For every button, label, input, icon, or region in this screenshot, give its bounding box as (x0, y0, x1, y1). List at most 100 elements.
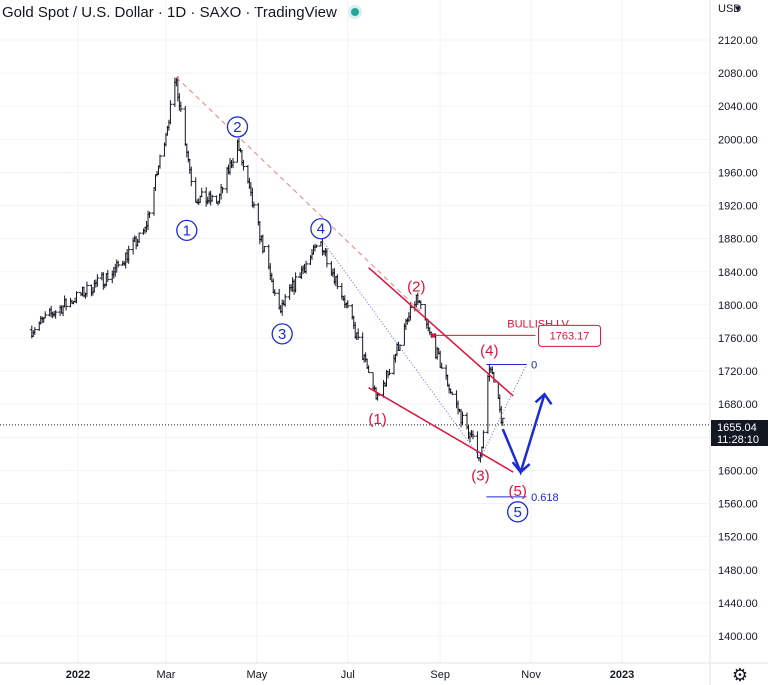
ohlc-bar (450, 391, 455, 395)
fib-0618-label: 0.618 (531, 492, 559, 504)
ohlc-bar (272, 289, 277, 296)
price-tick-label: 1600.00 (718, 465, 758, 477)
ohlc-bar (241, 159, 246, 171)
ohlc-bar (152, 187, 157, 216)
channel-line-upper (368, 267, 514, 397)
time-tick-label: 2022 (66, 669, 90, 681)
ohlc-bar (475, 431, 480, 459)
red-wave-label: (2) (407, 279, 425, 296)
ohlc-bar (470, 430, 475, 440)
ohlc-bar (314, 244, 319, 248)
wave-circle (310, 218, 332, 240)
chevron-down-icon[interactable]: ▾ (735, 3, 741, 15)
ohlc-bar (105, 269, 110, 283)
price-tick-label: 1840.00 (718, 267, 758, 279)
ohlc-bar (157, 154, 162, 169)
ohlc-bar (366, 365, 371, 374)
ohlc-bar (500, 417, 505, 427)
chart-title-bar: Gold Spot / U.S. Dollar · 1D · SAXO · Tr… (2, 2, 359, 22)
wave-circle (176, 219, 198, 242)
ohlc-bar (491, 371, 496, 383)
price-tick-label: 2000.00 (718, 134, 758, 146)
dashed-trendline (176, 76, 423, 314)
ohlc-bar (168, 100, 173, 125)
blue-wave-label: 5 (513, 504, 521, 521)
chart-title: Gold Spot / U.S. Dollar · 1D · SAXO · Tr… (2, 3, 337, 21)
fib-projection-path (320, 238, 528, 459)
ohlc-bar (137, 232, 142, 244)
bullish-level-anchor (431, 333, 436, 338)
grid-lines (0, 0, 710, 663)
ohlc-bar (220, 186, 225, 194)
ohlc-bar (251, 201, 256, 209)
price-tick-label: 1720.00 (718, 366, 758, 378)
projected-path (501, 393, 546, 476)
red-wave-label: (3) (471, 467, 489, 484)
price-tick-label: 1960.00 (718, 167, 758, 179)
red-wave-label: (1) (368, 411, 386, 428)
ohlc-bar (74, 291, 79, 304)
bullish-level-box (538, 324, 602, 347)
ohlc-bar (178, 101, 183, 113)
bar-countdown-label: 11:28:10 (717, 434, 759, 446)
red-wave-label: (5) (508, 483, 526, 500)
price-candles (29, 76, 505, 463)
ohlc-bar (95, 274, 100, 287)
ohlc-bar (345, 300, 350, 309)
blue-wave-label: 1 (183, 222, 191, 239)
price-tick-label: 2040.00 (718, 101, 758, 113)
ohlc-bar (189, 166, 194, 187)
price-tick-label: 2120.00 (718, 35, 758, 47)
time-tick-label: Jul (341, 669, 355, 681)
red-wave-label: (4) (480, 342, 498, 359)
ohlc-bar (283, 294, 288, 307)
market-status-dot (350, 8, 359, 16)
bullish-level-price: 1763.17 (550, 330, 590, 342)
ohlc-bar (397, 344, 402, 352)
channel-line-lower (368, 387, 514, 473)
blue-wave-label: 2 (233, 119, 241, 136)
price-tick-label: 1880.00 (718, 234, 758, 246)
ohlc-bar (335, 274, 340, 290)
ohlc-bar (193, 177, 198, 203)
time-tick-label: 2023 (610, 669, 634, 681)
ohlc-bar (293, 272, 298, 293)
arrow-down-icon (511, 461, 531, 474)
last-price-badge: 1655.04 11:28:10 (711, 420, 768, 446)
blue-wave-label: 3 (278, 326, 286, 343)
currency-label[interactable]: USD (718, 3, 741, 15)
ohlc-bar (304, 260, 309, 274)
ohlc-bar (460, 411, 465, 426)
wave-circle (507, 501, 529, 523)
ohlc-bar (116, 260, 121, 268)
arrow-up-icon (534, 392, 553, 406)
price-tick-label: 1440.00 (718, 598, 758, 610)
ohlc-bar (418, 300, 423, 310)
fib-0-label: 0 (531, 359, 537, 371)
time-tick-label: Mar (156, 669, 175, 681)
ohlc-bar (126, 245, 131, 264)
ohlc-bar (199, 187, 204, 198)
price-tick-label: 1400.00 (718, 631, 758, 643)
price-tick-label: 2080.00 (718, 68, 758, 80)
gear-icon[interactable]: ⚙ (731, 665, 749, 685)
wave-circle (271, 323, 293, 345)
ohlc-bar (53, 310, 58, 319)
ohlc-bar (32, 327, 37, 335)
ohlc-bar (408, 302, 413, 321)
price-tick-label: 1920.00 (718, 201, 758, 213)
price-tick-label: 1560.00 (718, 499, 758, 511)
blue-wave-label: 4 (317, 221, 325, 238)
ohlc-bar (387, 368, 392, 376)
time-tick-label: Nov (521, 669, 541, 681)
ohlc-bar (183, 106, 188, 146)
ohlc-bar (84, 281, 89, 297)
ohlc-bar (439, 362, 444, 369)
ohlc-bar (481, 430, 486, 449)
price-tick-label: 1800.00 (718, 300, 758, 312)
last-price-badge-bg (711, 420, 768, 446)
time-tick-label: Sep (430, 669, 450, 681)
